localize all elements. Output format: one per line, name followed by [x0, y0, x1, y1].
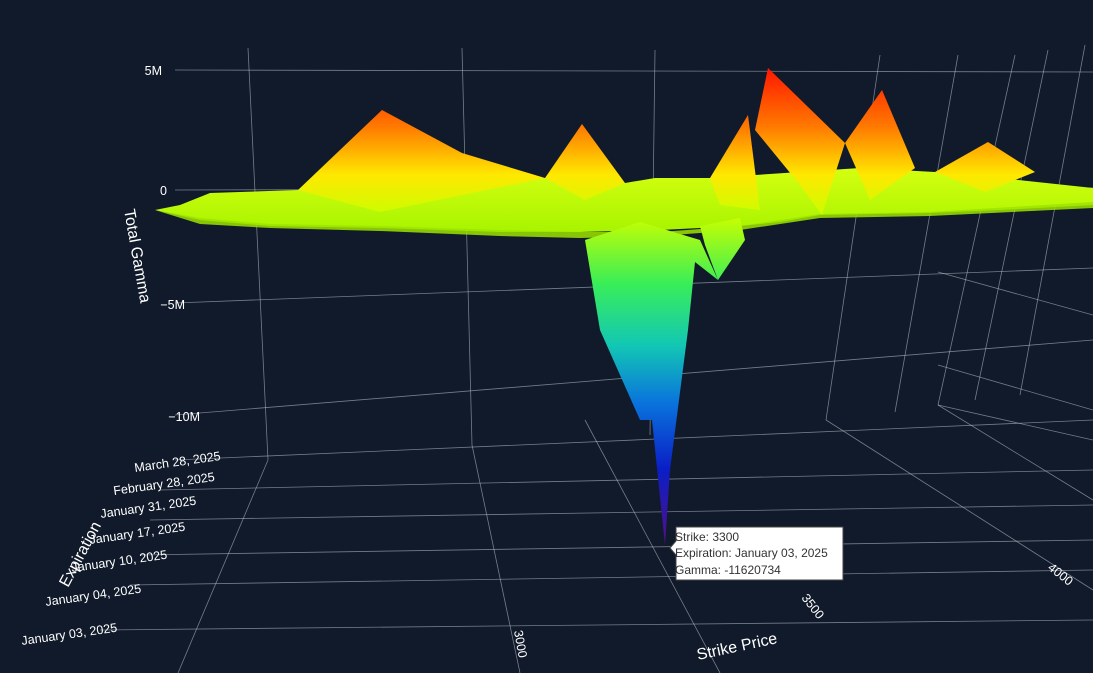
surface-peak — [545, 124, 625, 200]
z-tick-label: 0 — [160, 184, 167, 198]
x-tick-label: 4000 — [1045, 560, 1076, 588]
y-tick-label: January 17, 2025 — [88, 520, 186, 547]
surface-peak — [710, 115, 760, 210]
gamma-surface[interactable] — [155, 68, 1093, 545]
z-axis-ticks: 5M 0 −5M −10M — [145, 64, 200, 424]
x-tick-label: 3500 — [799, 591, 827, 622]
y-axis-title: Expiration — [57, 519, 105, 590]
z-tick-label: −5M — [160, 298, 185, 312]
tooltip-expiration: Expiration: January 03, 2025 — [675, 546, 828, 560]
grid-lines — [99, 44, 1093, 673]
surface-peak — [935, 142, 1035, 192]
surface-front-band — [155, 202, 1093, 238]
surface-base-sheet — [155, 168, 1093, 232]
tooltip-strike: Strike: 3300 — [675, 530, 739, 544]
y-tick-label: January 04, 2025 — [44, 582, 142, 609]
y-tick-label: February 28, 2025 — [112, 470, 215, 498]
surface-peak — [755, 68, 845, 215]
surface-peak — [845, 90, 915, 200]
tooltip-gamma: Gamma: -11620734 — [675, 563, 781, 577]
x-tick-label: 3000 — [511, 629, 530, 659]
y-axis-ticks: January 03, 2025 January 04, 2025 Januar… — [20, 449, 221, 648]
y-tick-label: January 03, 2025 — [20, 621, 118, 648]
surface-trough — [700, 218, 745, 280]
surface-trough — [585, 222, 718, 545]
x-axis-title: Strike Price — [695, 630, 779, 664]
surface-peak — [298, 110, 545, 212]
z-axis-title: Total Gamma — [120, 208, 153, 305]
z-tick-label: −10M — [168, 410, 200, 424]
z-tick-label: 5M — [145, 64, 162, 78]
tooltip-box — [669, 526, 844, 581]
hover-tooltip: Strike: 3300 Expiration: January 03, 202… — [669, 526, 844, 581]
